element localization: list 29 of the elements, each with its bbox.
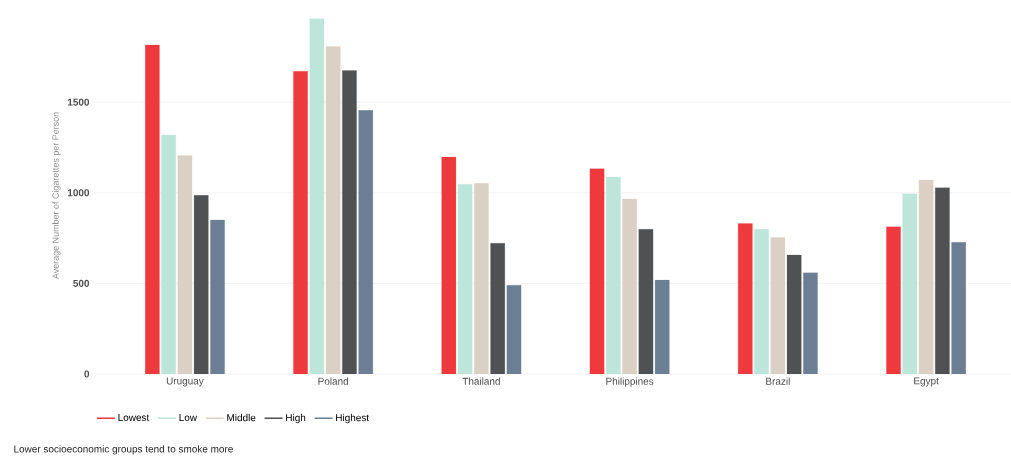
text: Lower socioeconomic groups tend to smoke more (14, 445, 233, 455)
legend-label: Middle (227, 413, 256, 422)
bar (358, 110, 373, 374)
legend-label: Low (179, 414, 198, 421)
y-axis-title: Average Number of Cigarettes per Person (52, 112, 61, 280)
x-tick-label: Thailand (462, 377, 500, 385)
bar (803, 272, 818, 374)
legend-label: Highest (336, 413, 370, 424)
y-tick-label: 0 (84, 370, 90, 378)
bar (770, 237, 786, 374)
bar (506, 285, 522, 374)
y-tick-label: 1000 (67, 189, 90, 197)
bar (951, 242, 966, 374)
y-tick-label: 1500 (67, 98, 90, 106)
x-tick-label: Brazil (766, 377, 790, 385)
bar (918, 179, 934, 374)
bar (177, 155, 193, 374)
y-tick-label: 500 (73, 279, 90, 287)
bar (654, 280, 670, 374)
x-tick-label: Philippines (606, 377, 654, 387)
x-tick-label: Poland (318, 377, 349, 385)
x-tick-label: Uruguay (166, 377, 204, 387)
legend-label: High (286, 413, 306, 424)
bar (210, 219, 225, 374)
x-tick-label: Egypt (914, 377, 939, 387)
legend-label: Lowest (118, 414, 150, 421)
bar (325, 46, 341, 374)
bar (622, 198, 637, 374)
bar (474, 183, 489, 374)
